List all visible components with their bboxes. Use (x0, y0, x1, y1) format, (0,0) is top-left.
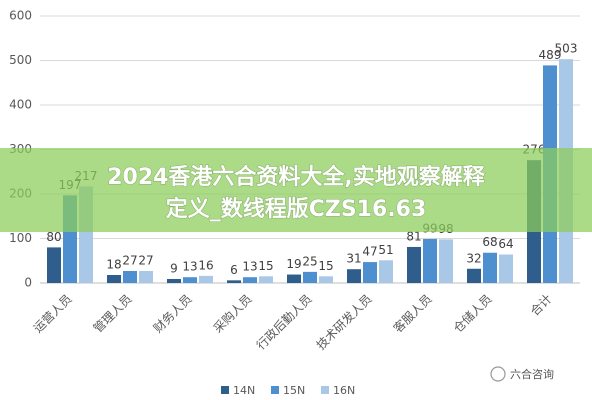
data-label: 27 (138, 253, 153, 267)
data-label: 18 (106, 257, 121, 271)
legend-label: 16N (333, 384, 355, 397)
bar (347, 269, 361, 283)
bar (407, 246, 421, 283)
data-label: 80 (46, 230, 61, 244)
data-label: 47 (362, 245, 377, 259)
x-tick-label: 合计 (527, 291, 555, 319)
bar (379, 260, 393, 283)
bar (183, 277, 197, 283)
y-tick-label: 100 (9, 231, 32, 245)
x-tick-label: 运营人员 (31, 292, 75, 336)
banner-line: 2024香港六合资料大全,实地观察解释 (107, 164, 486, 190)
data-label: 15 (318, 259, 333, 273)
data-label: 503 (555, 42, 578, 56)
data-label: 64 (498, 237, 513, 251)
bar (199, 275, 213, 283)
data-label: 13 (242, 260, 257, 274)
data-label: 32 (466, 251, 481, 265)
legend-swatch (221, 386, 229, 394)
x-tick-label: 财务人员 (150, 291, 195, 336)
y-tick-label: 0 (24, 276, 32, 290)
y-tick-label: 400 (9, 98, 32, 112)
watermark-icon (490, 366, 506, 382)
bar (107, 274, 121, 283)
legend-swatch (321, 386, 329, 394)
bar (287, 274, 301, 283)
data-label: 13 (182, 260, 197, 274)
data-label: 16 (198, 258, 213, 272)
watermark-text: 六合咨询 (510, 367, 554, 381)
bar (227, 280, 241, 283)
bar (423, 238, 437, 283)
data-label: 27 (122, 253, 137, 267)
bar (259, 276, 273, 283)
bar (167, 278, 181, 283)
bar (243, 277, 257, 283)
bar (303, 271, 317, 283)
data-label: 68 (482, 235, 497, 249)
bar (467, 268, 481, 283)
data-label: 31 (346, 252, 361, 266)
x-tick-label: 客服人员 (390, 291, 435, 336)
bar (499, 254, 513, 283)
bar (123, 270, 137, 283)
data-label: 15 (258, 259, 273, 273)
bar (439, 239, 453, 283)
overlay-banner (0, 148, 592, 232)
bar (47, 247, 61, 283)
bar (363, 262, 377, 283)
banner-line: 定义_数线程版CZS16.63 (166, 196, 427, 222)
data-label: 19 (286, 257, 301, 271)
data-label: 51 (378, 243, 393, 257)
x-tick-label: 采购人员 (210, 291, 255, 336)
watermark: 六合咨询 (490, 366, 554, 382)
legend-label: 15N (283, 384, 305, 397)
legend-label: 14N (233, 384, 255, 397)
x-tick-label: 技术研发人员 (313, 291, 375, 353)
data-label: 489 (539, 48, 562, 62)
legend: 14N 15N 16N (221, 384, 355, 397)
x-tick-label: 行政后勤人员 (254, 292, 315, 353)
data-label: 6 (230, 263, 238, 277)
x-tick-label: 管理人员 (90, 291, 135, 336)
legend-swatch (271, 386, 279, 394)
x-tick-label: 仓储人员 (450, 291, 495, 336)
data-label: 25 (302, 254, 317, 268)
bar (483, 252, 497, 283)
y-tick-label: 500 (9, 53, 32, 67)
bar (319, 276, 333, 283)
data-label: 81 (406, 229, 421, 243)
bar (139, 270, 153, 283)
y-tick-label: 600 (9, 9, 32, 23)
data-label: 9 (170, 261, 178, 275)
